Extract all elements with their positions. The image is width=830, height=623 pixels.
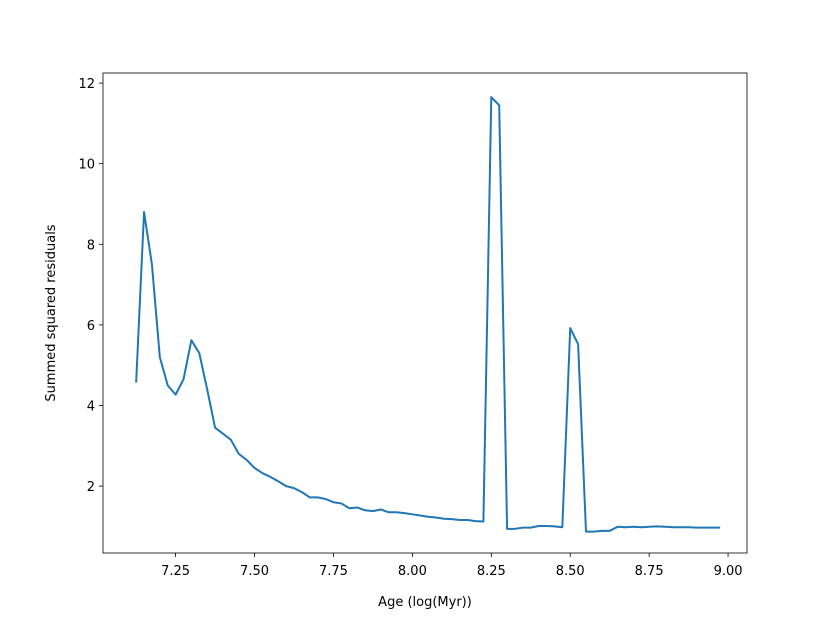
data-line bbox=[135, 96, 721, 533]
x-tick-label: 8.25 bbox=[477, 564, 506, 579]
y-tick-label: 10 bbox=[78, 158, 95, 173]
x-axis-label: Age (log(Myr)) bbox=[378, 595, 472, 610]
y-axis-label: Summed squared residuals bbox=[44, 224, 59, 401]
x-tick-label: 9.00 bbox=[714, 564, 743, 579]
x-tick-label: 8.75 bbox=[635, 564, 664, 579]
x-tick-label: 7.50 bbox=[240, 564, 269, 579]
y-tick-label: 12 bbox=[78, 77, 95, 92]
x-tick-label: 7.75 bbox=[319, 564, 348, 579]
y-tick-label: 2 bbox=[87, 480, 95, 495]
x-tick-label: 7.25 bbox=[161, 564, 190, 579]
y-tick-label: 6 bbox=[87, 319, 95, 334]
y-tick-label: 4 bbox=[87, 399, 95, 414]
x-tick-label: 8.00 bbox=[398, 564, 427, 579]
axes-frame bbox=[102, 72, 748, 554]
x-tick-label: 8.50 bbox=[556, 564, 585, 579]
y-tick-label: 8 bbox=[87, 238, 95, 253]
